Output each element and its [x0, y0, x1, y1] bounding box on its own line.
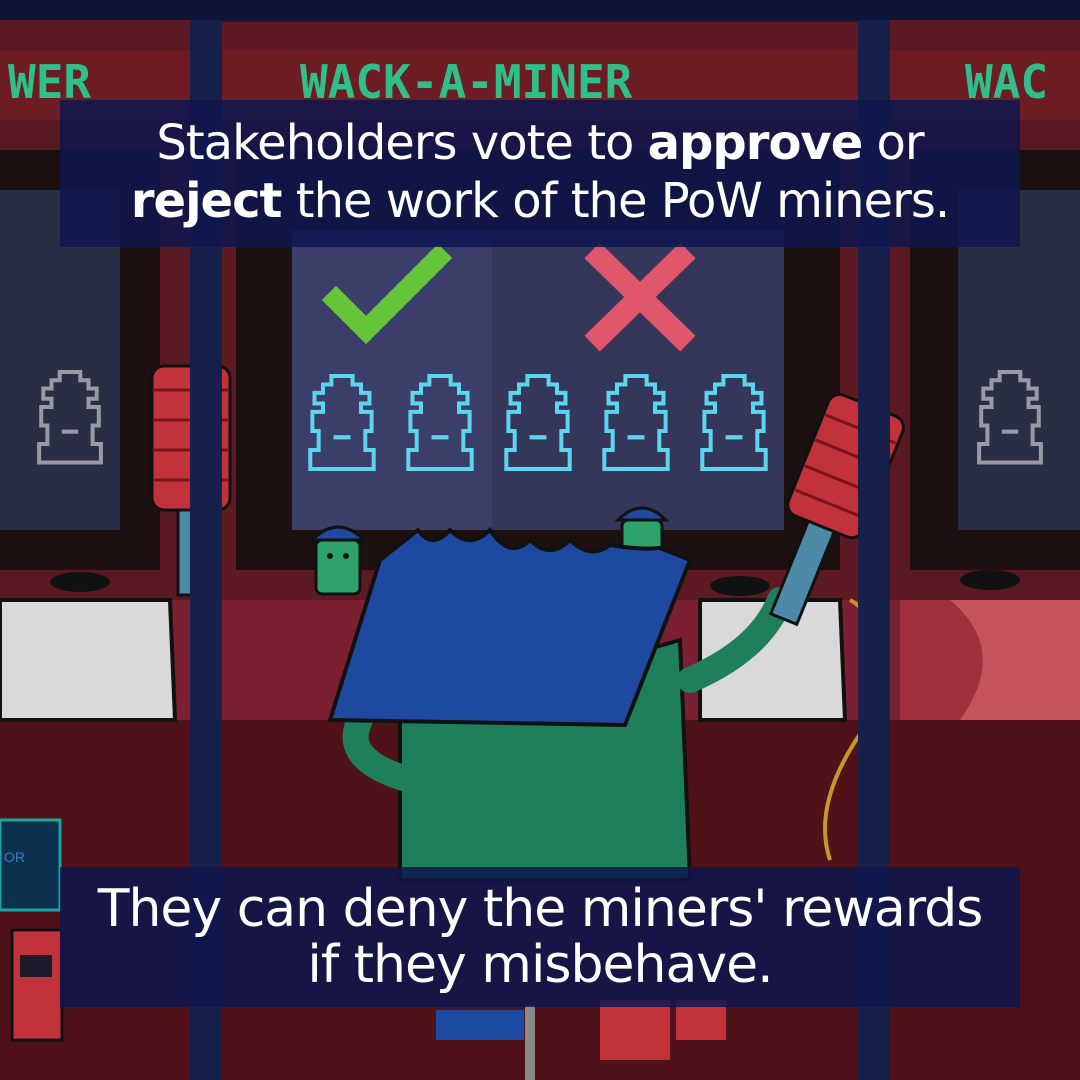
caption-bottom-line2: if they misbehave.	[307, 935, 773, 995]
caption-top-approve: approve	[647, 115, 864, 171]
caption-top-reject: reject	[130, 173, 283, 229]
side-pixel-miner	[37, 370, 103, 465]
left-ticket-slot	[10, 928, 64, 1042]
pixel-miner	[700, 374, 768, 471]
side-screen-miners	[37, 370, 1043, 465]
side-pixel-miner	[977, 370, 1043, 465]
pixel-miner	[308, 374, 376, 471]
check-icon	[321, 243, 453, 345]
caption-bottom: They can deny the miners' rewards if the…	[60, 867, 1020, 1007]
caption-top: Stakeholders vote to approve or reject th…	[60, 100, 1020, 247]
ticket-cloak	[327, 526, 693, 728]
caption-top-post: the work of the PoW miners.	[281, 173, 950, 229]
left-control-panel	[0, 818, 62, 912]
pixel-miner	[406, 374, 474, 471]
pixel-miner	[504, 374, 572, 471]
character	[327, 526, 793, 882]
center-ticket-slot	[600, 1000, 670, 1060]
pixel-miner	[602, 374, 670, 471]
side-panel-text: OR	[4, 849, 25, 865]
miners-row	[308, 374, 768, 471]
mini-miner-left	[308, 525, 368, 596]
caption-bottom-line1: They can deny the miners' rewards	[97, 879, 984, 939]
caption-top-mid: or	[862, 115, 925, 171]
caption-top-pre: Stakeholders vote to	[156, 115, 648, 171]
cross-icon	[584, 242, 696, 352]
left-tray	[0, 598, 178, 722]
